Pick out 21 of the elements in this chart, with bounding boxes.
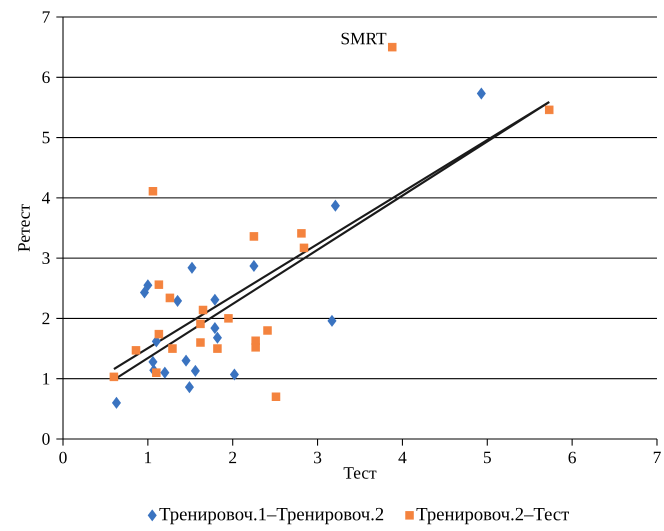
text: SMRT [342, 32, 386, 44]
x-tick-label: 2 [229, 452, 236, 464]
x-tick-label: 4 [398, 452, 406, 464]
x-tick-label: 3 [314, 452, 322, 464]
legend-label: Тренировоч.2–Тест [416, 508, 570, 524]
y-tick-label: 6 [42, 71, 50, 84]
y-tick-label: 4 [42, 192, 50, 204]
y-tick-label: 5 [42, 132, 50, 144]
x-axis-title: Тест [344, 467, 376, 479]
y-tick-label: 1 [43, 372, 50, 384]
y-tick-label: 0 [42, 433, 50, 445]
x-tick-label: 6 [568, 452, 576, 464]
y-tick-label: 2 [42, 312, 50, 324]
y-tick-label: 3 [42, 252, 50, 264]
x-tick-label: 0 [59, 452, 67, 464]
legend-label: Тренировоч.1–Тренировоч.2 [159, 508, 384, 524]
y-axis-title: Ретест [18, 204, 30, 252]
x-tick-label: 1 [145, 452, 152, 464]
x-tick-label: 7 [654, 452, 661, 464]
x-tick-label: 5 [484, 452, 491, 464]
y-tick-label: 7 [42, 11, 50, 23]
